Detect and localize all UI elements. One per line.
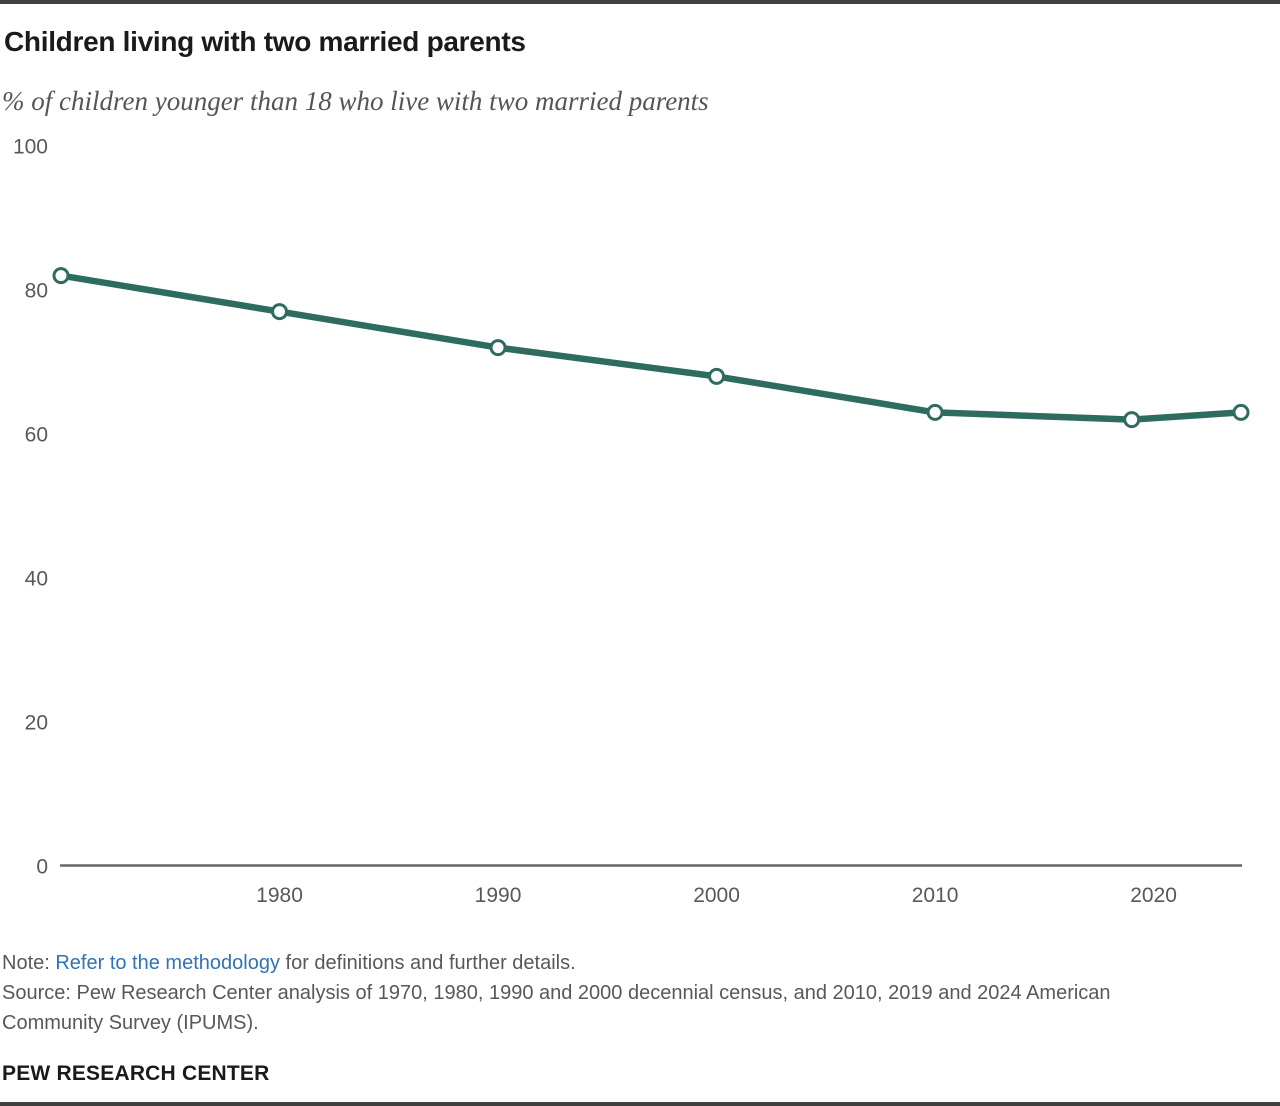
data-line	[57, 272, 1245, 423]
data-point-marker	[926, 403, 944, 421]
x-axis-tick-label: 2000	[693, 884, 740, 907]
data-point-marker	[489, 339, 507, 357]
chart-subtitle: % of children younger than 18 who live w…	[2, 86, 709, 116]
note-suffix: for definitions and further details.	[279, 952, 576, 974]
y-axis-tick-label: 40	[25, 568, 48, 591]
data-point-marker	[271, 303, 289, 321]
data-point-marker	[708, 367, 726, 385]
x-axis-tick-label: 2010	[912, 884, 959, 907]
pew-research-center-wordmark: PEW RESEARCH CENTER	[2, 1062, 270, 1085]
data-point-marker	[52, 267, 70, 285]
chart-note: Note: Refer to the methodology for defin…	[2, 948, 1280, 978]
x-axis-tick-label: 1990	[475, 884, 522, 907]
line-chart: 0 20 40 60 80 100 1980 1990 2000 2010 2020	[13, 136, 1250, 907]
y-axis-tick-label: 60	[25, 424, 48, 447]
x-axis-tick-label: 2020	[1130, 884, 1177, 907]
methodology-link[interactable]: Refer to the methodology	[55, 952, 280, 974]
data-point-marker	[1123, 411, 1141, 429]
y-axis-tick-label: 0	[36, 856, 48, 879]
x-axis-tick-label: 1980	[256, 884, 303, 907]
page-title: Children living with two married parents	[4, 26, 526, 57]
chart-source: Source: Pew Research Center analysis of …	[2, 982, 1111, 1034]
y-axis-tick-label: 80	[25, 280, 48, 303]
note-prefix: Note:	[2, 952, 56, 974]
data-point-marker	[1232, 403, 1250, 421]
y-axis-tick-label: 20	[25, 712, 48, 735]
y-axis-tick-label: 100	[13, 136, 48, 159]
